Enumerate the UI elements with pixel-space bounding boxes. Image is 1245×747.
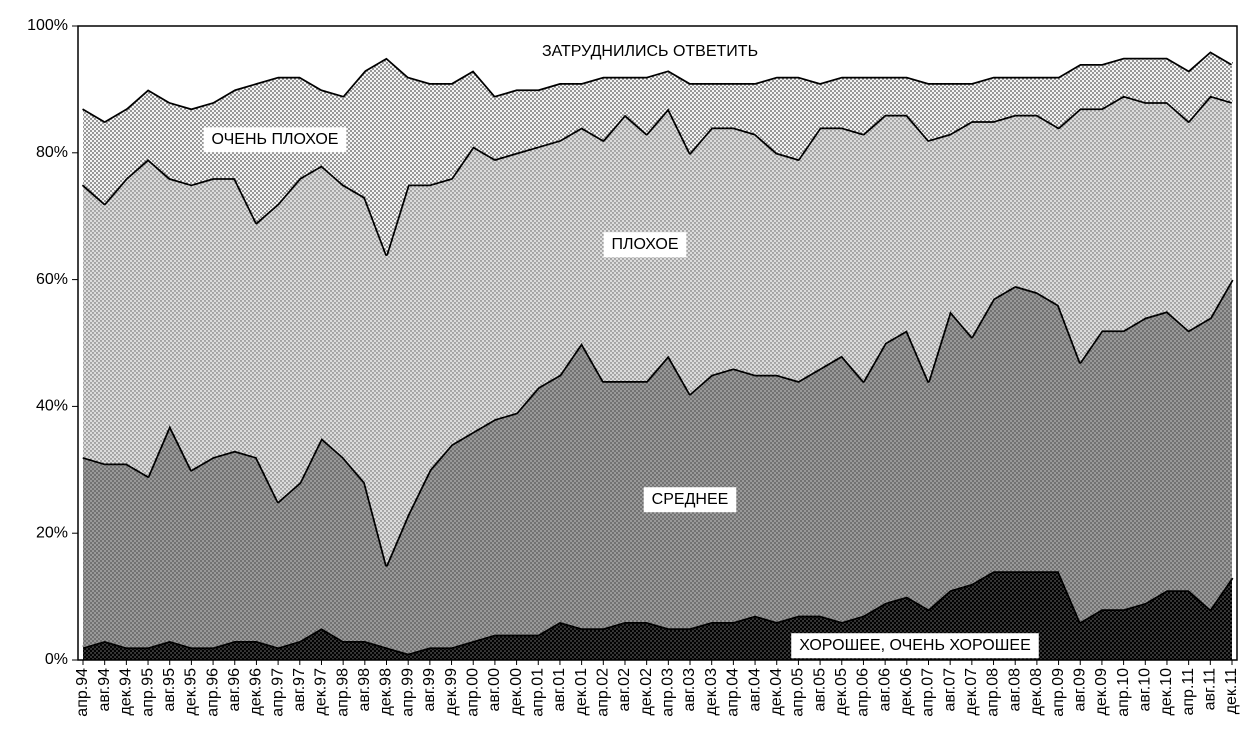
area — [83, 26, 1232, 122]
y-tick-label: 20% — [36, 524, 68, 541]
x-tick-label: авг.01 — [551, 668, 568, 712]
x-tick-label: апр.98 — [334, 668, 351, 717]
x-tick-label: дек.98 — [378, 668, 395, 716]
x-tick-label: апр.09 — [1050, 668, 1067, 717]
x-tick-label: апр.01 — [529, 668, 546, 717]
x-tick-label: дек.03 — [703, 668, 720, 716]
x-tick-label: апр.99 — [399, 668, 416, 717]
x-tick-label: апр.05 — [790, 668, 807, 717]
series-label: ОЧЕНЬ ПЛОХОЕ — [212, 131, 339, 148]
x-tick-label: апр.96 — [204, 668, 221, 717]
x-tick-label: дек.99 — [443, 668, 460, 716]
x-tick-label: авг.00 — [486, 668, 503, 712]
y-tick-label: 40% — [36, 398, 68, 415]
series-label-bg — [533, 39, 767, 65]
x-tick-label: дек.07 — [963, 668, 980, 716]
x-tick-label: апр.11 — [1180, 668, 1197, 716]
x-tick-label: апр.06 — [855, 668, 872, 717]
area — [83, 279, 1232, 654]
x-tick-label: авг.95 — [161, 668, 178, 712]
x-tick-label: авг.10 — [1137, 668, 1154, 712]
x-tick-label: апр.03 — [660, 668, 677, 717]
x-tick-label: апр.10 — [1115, 668, 1132, 717]
x-tick-label: авг.96 — [226, 668, 243, 712]
y-tick-label: 60% — [36, 271, 68, 288]
x-tick-label: авг.97 — [291, 668, 308, 712]
x-tick-label: апр.07 — [920, 668, 937, 717]
x-tick-label: дек.00 — [508, 668, 525, 716]
x-tick-label: апр.94 — [74, 668, 91, 717]
x-tick-label: авг.07 — [941, 668, 958, 712]
plot-frame — [77, 25, 1238, 661]
y-tick-label: 80% — [36, 144, 68, 161]
y-tick-label: 0% — [45, 651, 68, 668]
x-tick-label: авг.02 — [616, 668, 633, 712]
x-tick-label: авг.03 — [681, 668, 698, 712]
x-tick-label: дек.05 — [833, 668, 850, 716]
x-tick-label: дек.09 — [1093, 668, 1110, 716]
x-tick-label: авг.05 — [811, 668, 828, 712]
x-tick-label: апр.95 — [139, 668, 156, 717]
x-tick-label: авг.04 — [746, 668, 763, 712]
series-label: СРЕДНЕЕ — [652, 491, 729, 508]
area — [83, 51, 1232, 255]
x-tick-label: апр.08 — [985, 668, 1002, 717]
x-tick-label: дек.95 — [183, 668, 200, 716]
x-tick-label: авг.11 — [1202, 668, 1219, 710]
x-tick-label: апр.04 — [725, 668, 742, 717]
series-label: ХОРОШЕЕ, ОЧЕНЬ ХОРОШЕЕ — [799, 637, 1031, 654]
x-tick-label: апр.00 — [464, 668, 481, 717]
series-label-bg — [643, 487, 737, 513]
x-tick-label: дек.97 — [313, 668, 330, 716]
x-tick-label: авг.98 — [356, 668, 373, 712]
series-label-bg — [203, 127, 347, 153]
x-tick-label: авг.06 — [876, 668, 893, 712]
series-label-bg — [791, 633, 1039, 659]
y-tick-label: 100% — [27, 17, 68, 34]
series-label: ЗАТРУДНИЛИСЬ ОТВЕТИТЬ — [542, 43, 758, 60]
series-label: ПЛОХОЕ — [612, 236, 679, 253]
x-tick-label: апр.02 — [595, 668, 612, 717]
x-tick-label: дек.96 — [248, 668, 265, 716]
x-tick-label: авг.09 — [1071, 668, 1088, 712]
x-tick-label: дек.04 — [768, 668, 785, 716]
x-tick-label: авг.94 — [96, 668, 113, 712]
x-tick-label: авг.99 — [421, 668, 438, 712]
x-tick-label: авг.08 — [1006, 668, 1023, 712]
x-tick-label: дек.94 — [118, 668, 135, 716]
series-label-bg — [603, 232, 687, 258]
x-tick-label: дек.06 — [898, 668, 915, 716]
x-tick-label: апр.97 — [269, 668, 286, 717]
x-tick-label: дек.08 — [1028, 668, 1045, 716]
x-tick-label: дек.01 — [573, 668, 590, 716]
x-tick-label: дек.11 — [1223, 668, 1240, 714]
x-tick-label: дек.02 — [638, 668, 655, 716]
x-tick-label: дек.10 — [1158, 668, 1175, 716]
